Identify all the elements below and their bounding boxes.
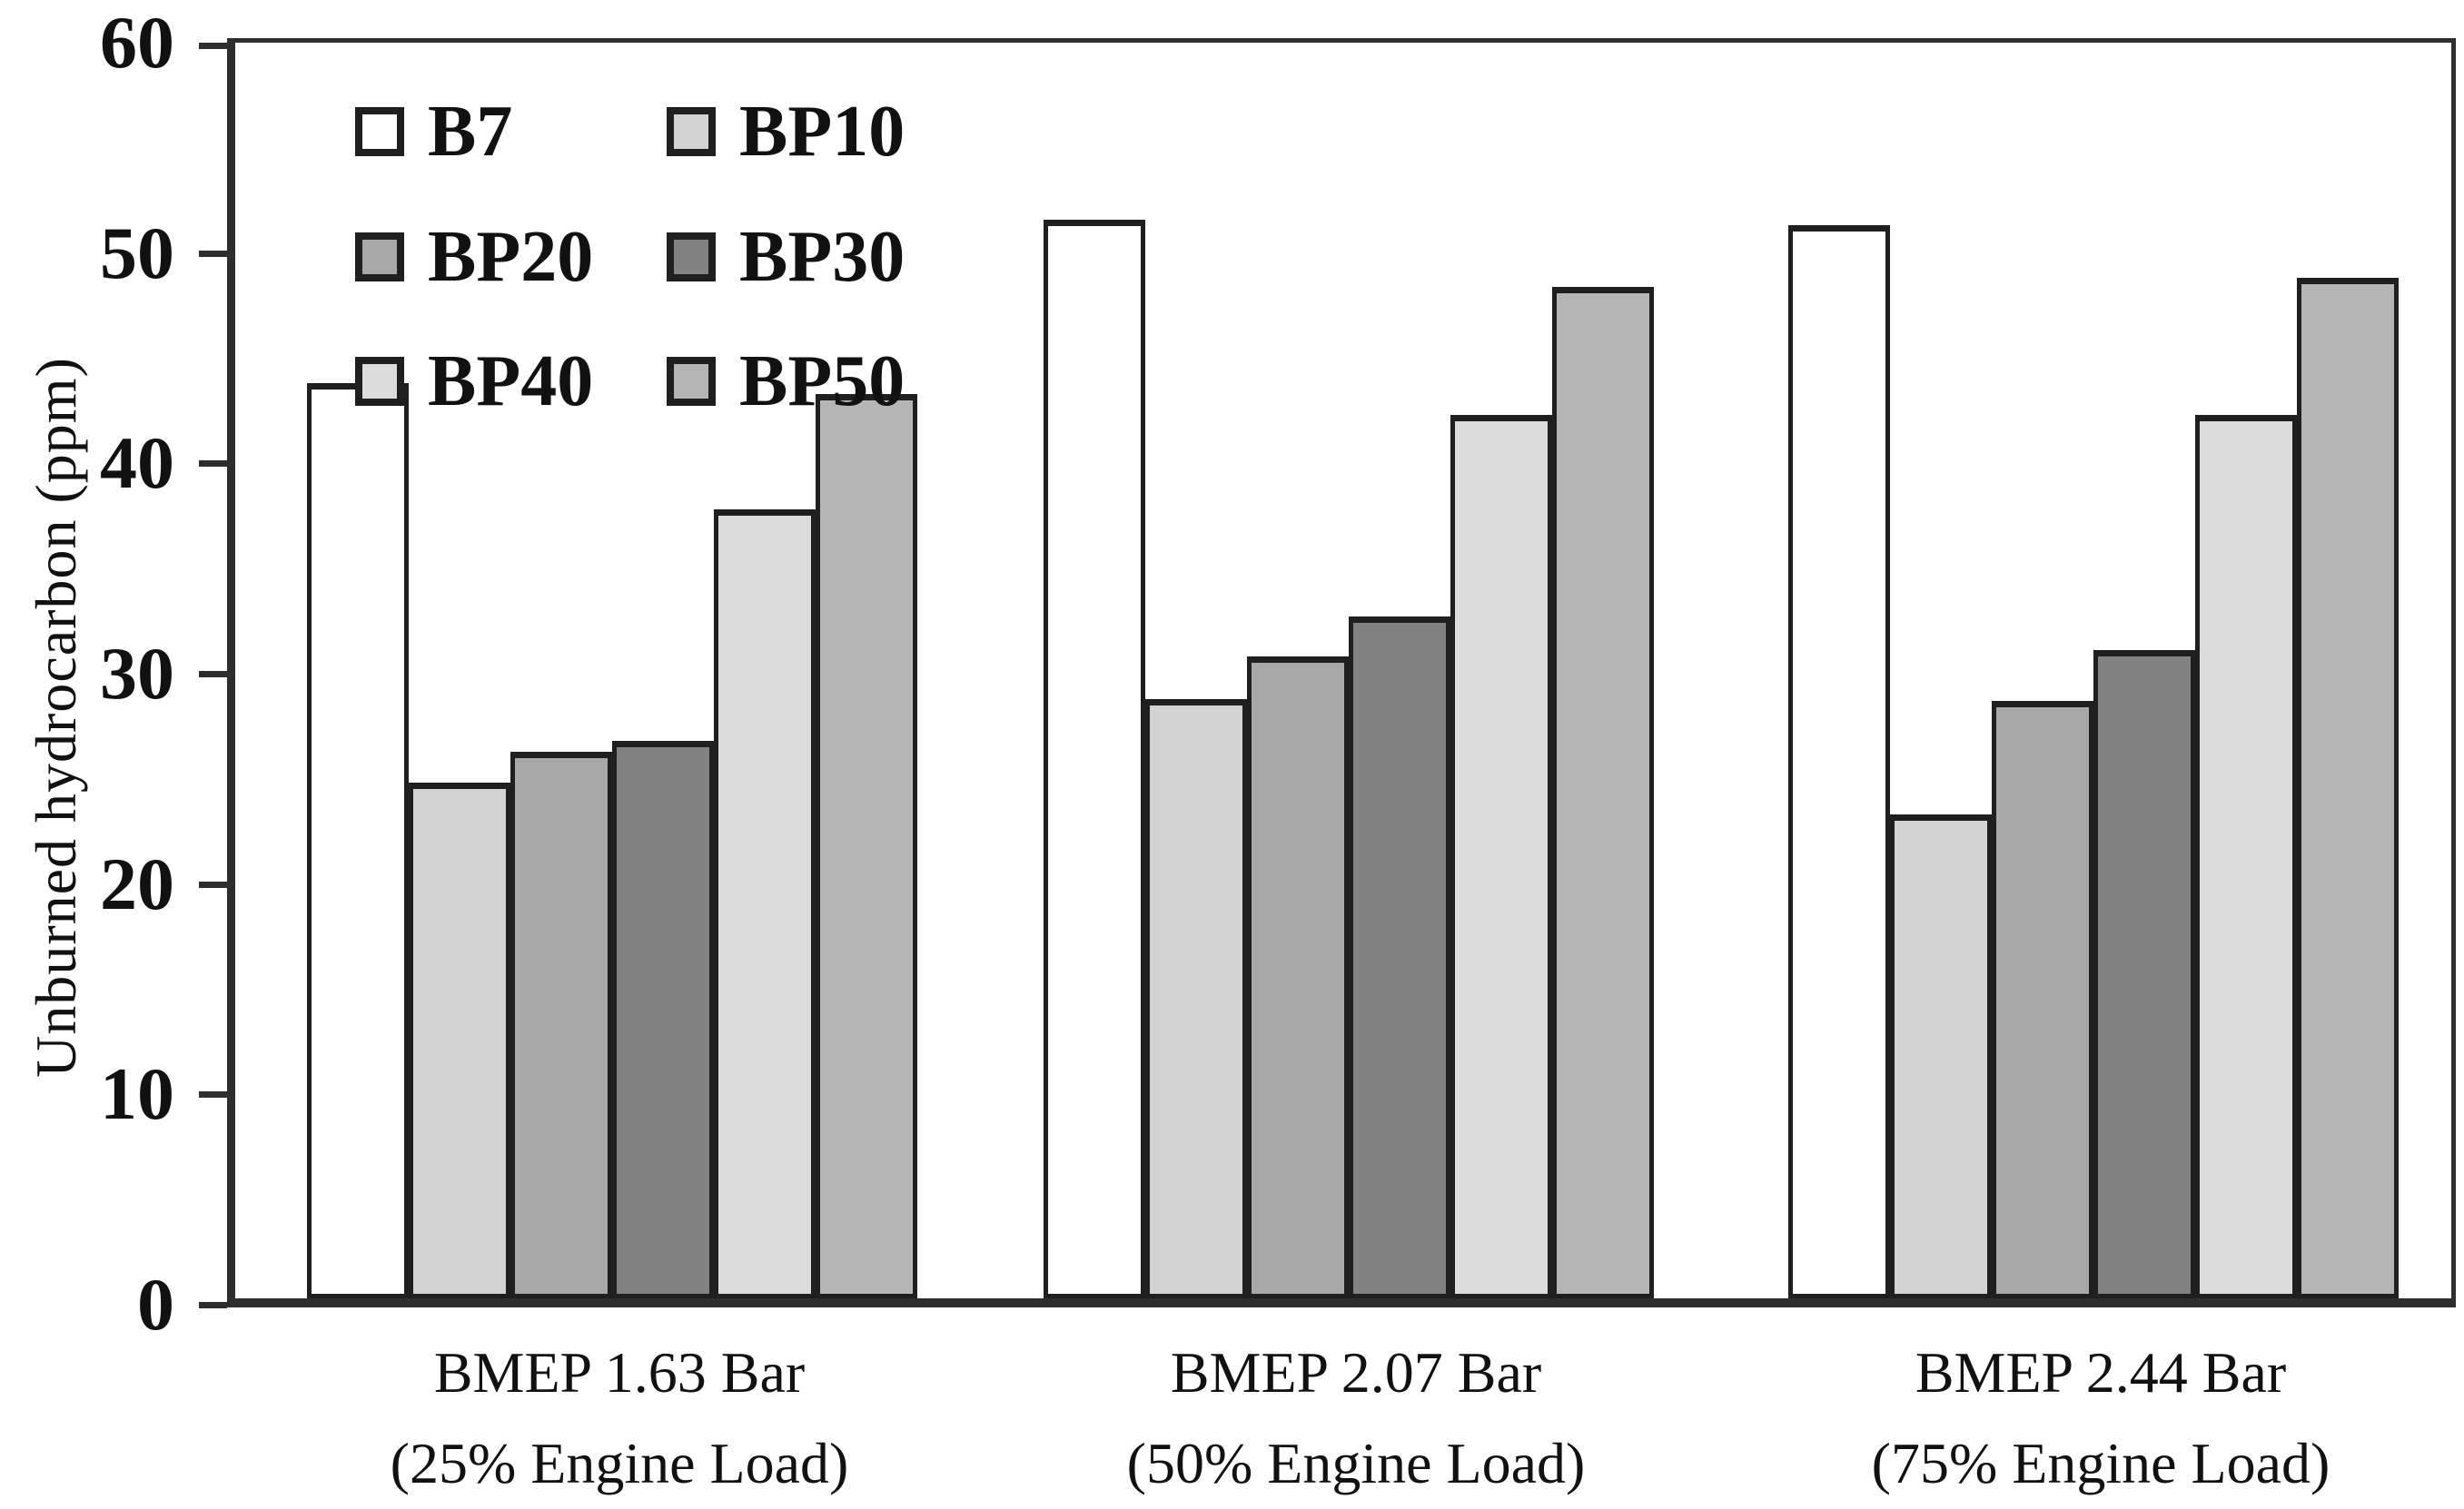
y-tick-30 <box>199 671 227 677</box>
y-tick-0 <box>199 1302 227 1308</box>
legend-label-bp10: BP10 <box>739 92 905 172</box>
bar-bp40-group2 <box>1450 415 1552 1298</box>
bar-bp30-group2 <box>1349 616 1450 1298</box>
group-label-1-bmep: BMEP 1.63 Bar <box>433 1340 806 1405</box>
y-tick-label-10: 10 <box>100 1052 174 1136</box>
plot-area: B7 BP10 BP20 BP30 BP40 BP50 <box>199 38 2456 1308</box>
y-tick-label-0: 0 <box>137 1263 174 1346</box>
y-tick-10 <box>199 1091 227 1099</box>
y-tick-40 <box>199 460 227 468</box>
legend-label-bp40: BP40 <box>428 341 594 421</box>
bar-bp30-group3 <box>2093 650 2195 1298</box>
y-tick-label-30: 30 <box>100 632 174 715</box>
group-label-2: BMEP 2.07 Bar (50% Engine Load) <box>929 1338 1783 1498</box>
bar-b7-group3 <box>1788 225 1890 1298</box>
group-label-3: BMEP 2.44 Bar (75% Engine Load) <box>1674 1338 2464 1498</box>
legend-label-bp30: BP30 <box>739 217 905 297</box>
group-label-2-bmep: BMEP 2.07 Bar <box>1170 1340 1542 1405</box>
bar-bp40-group1 <box>714 509 816 1298</box>
bar-bp50-group1 <box>816 394 917 1298</box>
y-tick-20 <box>199 881 227 888</box>
y-tick-label-60: 60 <box>100 1 174 84</box>
group-label-1: BMEP 1.63 Bar (25% Engine Load) <box>193 1338 1046 1498</box>
legend-swatch-bp50 <box>667 357 716 406</box>
bar-bp50-group2 <box>1552 287 1654 1298</box>
legend-item-bp10: BP10 <box>667 95 905 168</box>
legend-swatch-bp10 <box>667 107 716 156</box>
y-tick-label-50: 50 <box>100 211 174 294</box>
legend-swatch-bp30 <box>667 232 716 281</box>
bar-bp10-group3 <box>1890 814 1992 1298</box>
bar-bp10-group1 <box>409 783 510 1298</box>
legend-label-bp20: BP20 <box>428 217 594 297</box>
legend-item-b7: B7 <box>355 95 512 168</box>
bar-b7-group2 <box>1044 220 1145 1298</box>
legend-label-b7: B7 <box>428 92 513 172</box>
group-label-1-load: (25% Engine Load) <box>390 1431 849 1495</box>
bar-bp10-group2 <box>1145 699 1247 1298</box>
y-tick-50 <box>199 250 227 257</box>
y-tick-60 <box>199 43 227 49</box>
y-tick-label-40: 40 <box>100 421 174 505</box>
bar-bp40-group3 <box>2195 415 2297 1298</box>
legend-item-bp30: BP30 <box>667 221 905 293</box>
bar-b7-group1 <box>307 383 409 1298</box>
y-tick-label-20: 20 <box>100 842 174 925</box>
bar-bp20-group2 <box>1247 656 1349 1298</box>
legend-swatch-bp20 <box>355 232 404 281</box>
bar-bp50-group3 <box>2297 278 2399 1298</box>
group-label-3-load: (75% Engine Load) <box>1871 1431 2330 1495</box>
bar-bp20-group1 <box>510 752 612 1298</box>
group-label-2-load: (50% Engine Load) <box>1126 1431 1586 1495</box>
legend-item-bp20: BP20 <box>355 221 593 293</box>
group-label-3-bmep: BMEP 2.44 Bar <box>1915 1340 2287 1405</box>
legend-swatch-b7 <box>355 107 404 156</box>
bar-bp20-group3 <box>1992 701 2093 1298</box>
bar-bp30-group1 <box>612 741 714 1298</box>
